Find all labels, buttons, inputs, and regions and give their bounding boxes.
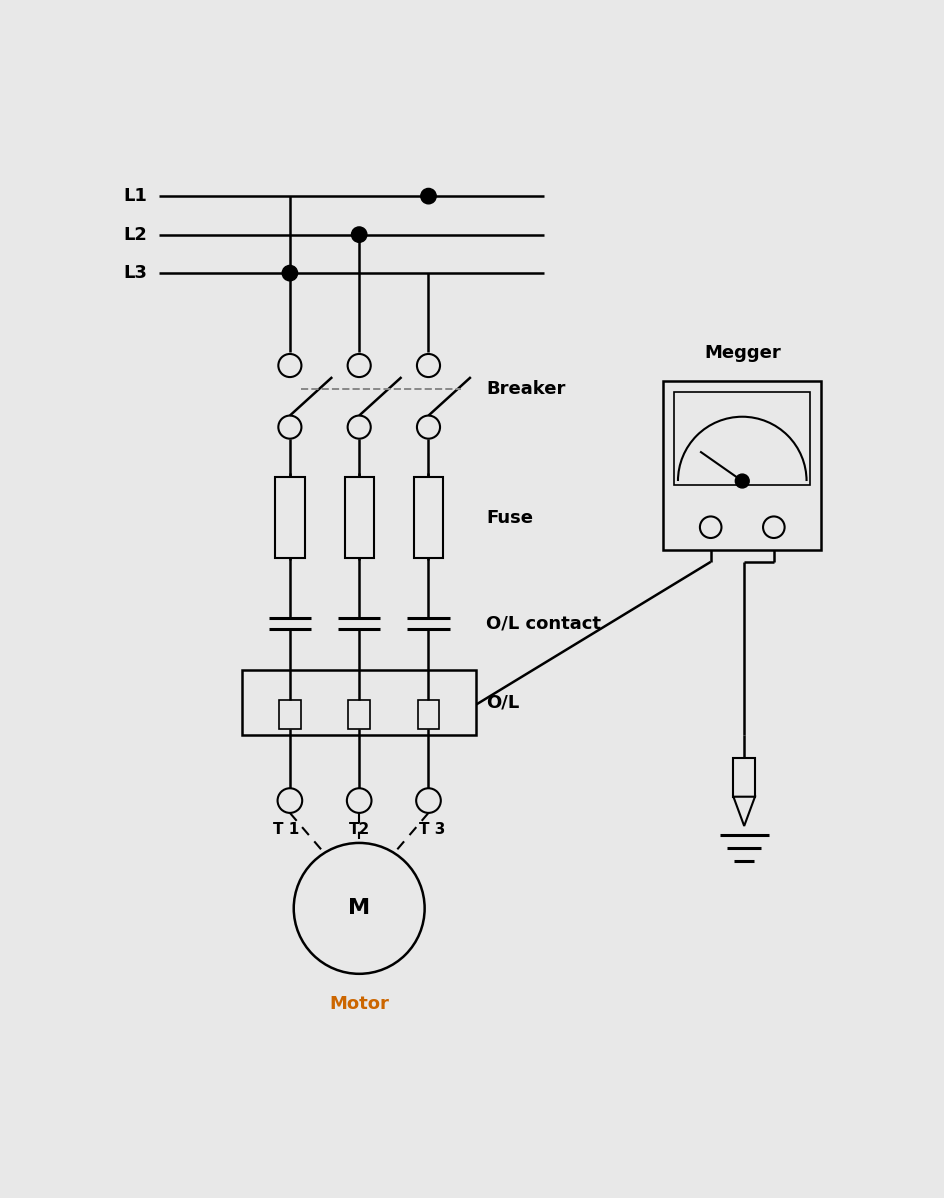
Bar [673, 392, 810, 485]
Bar [413, 477, 443, 558]
Bar [278, 700, 300, 728]
Text: T 1: T 1 [273, 822, 299, 837]
Text: O/L: O/L [486, 694, 519, 712]
Text: O/L contact: O/L contact [486, 615, 600, 633]
Text: T2: T2 [348, 822, 369, 837]
Text: Megger: Megger [703, 344, 780, 362]
Bar [345, 477, 374, 558]
Text: Breaker: Breaker [486, 380, 565, 398]
Text: L1: L1 [124, 187, 147, 205]
Circle shape [282, 266, 297, 280]
Text: L2: L2 [124, 225, 147, 243]
Text: L3: L3 [124, 264, 147, 282]
Text: M: M [347, 898, 370, 919]
Bar [663, 381, 820, 550]
Bar [348, 700, 369, 728]
Text: Fuse: Fuse [486, 509, 532, 527]
Circle shape [420, 188, 436, 204]
Polygon shape [733, 797, 754, 825]
Bar [275, 477, 304, 558]
Text: Motor: Motor [329, 996, 389, 1014]
Circle shape [734, 474, 749, 488]
Text: T 3: T 3 [419, 822, 445, 837]
Bar [733, 758, 754, 797]
Circle shape [351, 226, 366, 242]
Bar [242, 670, 476, 736]
Bar [417, 700, 439, 728]
Circle shape [294, 843, 424, 974]
